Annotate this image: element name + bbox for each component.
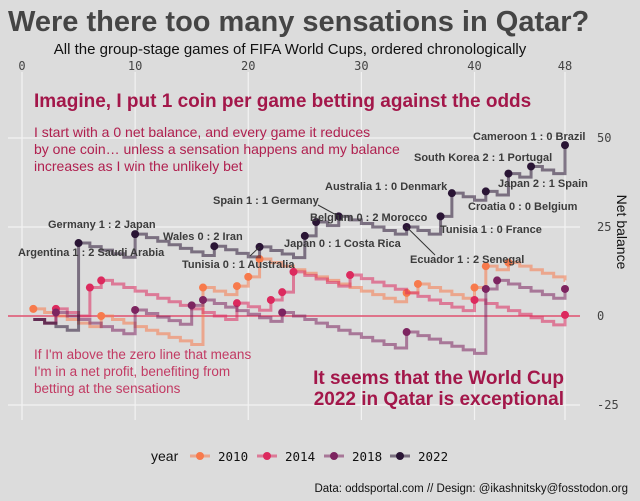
series-2018 — [33, 276, 569, 355]
sensation-point — [481, 187, 490, 196]
sensation-point — [447, 189, 456, 198]
sensation-point — [74, 239, 83, 248]
sensation-point — [481, 262, 490, 271]
sensation-point — [199, 295, 207, 304]
x-tick-label: 10 — [128, 59, 142, 73]
series-group — [29, 141, 569, 355]
annotation-leader — [249, 246, 260, 257]
sensation-point — [561, 284, 569, 293]
legend-label-2014: 2014 — [285, 449, 315, 464]
zero-note-line-3: betting at the sensations — [34, 381, 181, 396]
sensation-point — [561, 141, 569, 150]
sensation-point — [278, 308, 287, 317]
legend-dot — [196, 452, 204, 460]
sensation-point — [470, 295, 479, 304]
y-tick-label: 25 — [597, 220, 611, 234]
game-annotation: Wales 0 : 2 Iran — [163, 231, 243, 243]
game-annotation: Australia 1 : 0 Denmark — [325, 181, 448, 193]
sensation-point — [97, 312, 106, 320]
sensation-point — [97, 276, 106, 285]
sensation-point — [527, 162, 536, 171]
sensation-point — [85, 283, 94, 292]
series-line-2018 — [33, 278, 567, 355]
intro-line-1: I start with a 0 net balance, and every … — [34, 124, 370, 140]
legend-dot — [263, 452, 271, 460]
y-axis: 50 25 0 -25 — [597, 131, 619, 412]
sensation-point — [312, 218, 321, 227]
game-annotation: Spain 1 : 1 Germany — [213, 195, 320, 207]
sensation-point — [436, 212, 445, 221]
game-annotation: Tunisia 1 : 0 France — [440, 224, 542, 236]
annotation-leader — [406, 226, 436, 256]
sensation-point — [402, 328, 411, 337]
x-tick-label: 40 — [467, 59, 481, 73]
game-annotation: Ecuador 1 : 2 Senegal — [410, 254, 524, 266]
game-annotation: Croatia 0 : 0 Belgium — [468, 201, 578, 213]
game-annotation: Cameroon 1 : 0 Brazil — [473, 131, 585, 143]
legend-title: year — [151, 448, 179, 464]
series-line-2022 — [33, 143, 567, 332]
sensation-point — [232, 299, 241, 308]
zero-note-line-2: I'm in a net profit, benefiting from — [34, 364, 230, 379]
sensation-point — [266, 295, 275, 304]
game-annotation: Tunisia 0 : 1 Australia — [182, 259, 295, 271]
chart-subtitle: All the group-stage games of FIFA World … — [54, 41, 527, 58]
sensation-point — [346, 271, 355, 280]
game-annotation: Japan 2 : 1 Spain — [498, 178, 588, 190]
legend-dot — [330, 452, 338, 460]
game-annotation: Japan 0 : 1 Costa Rica — [284, 238, 402, 250]
caption: Data: oddsportal.com // Design: @ikashni… — [314, 483, 628, 495]
sensation-point — [232, 282, 241, 291]
x-tick-label: 20 — [241, 59, 255, 73]
chart-title: Were there too many sensations in Qatar? — [8, 6, 589, 38]
intro-line-2: by one coin… unless a sensation happens … — [34, 141, 400, 157]
sensation-point — [470, 283, 479, 292]
x-tick-label: 0 — [18, 59, 25, 73]
legend: year 2010 2014 2018 2022 — [151, 448, 448, 464]
legend-dot — [396, 452, 404, 460]
y-tick-label: -25 — [597, 398, 619, 412]
sensation-point — [131, 305, 140, 314]
game-annotation: Argentina 1 : 2 Saudi Arabia — [18, 247, 165, 259]
annotation-leader — [317, 204, 339, 217]
intro-line-3: increases as I win the unlikely bet — [34, 158, 243, 174]
game-annotation: South Korea 2 : 1 Portugal — [414, 152, 552, 164]
game-annotation: Germany 1 : 2 Japan — [48, 219, 156, 231]
sensation-point — [51, 308, 60, 317]
y-axis-label: Net balance — [614, 195, 630, 270]
conclusion-line-1: It seems that the World Cup — [313, 368, 564, 389]
sensation-point — [131, 230, 140, 239]
annotations: Argentina 1 : 2 Saudi Arabia Germany 1 : … — [18, 131, 588, 271]
game-annotation: Belgium 0 : 2 Morocco — [310, 212, 428, 224]
sensation-point — [504, 169, 513, 178]
sensation-point — [29, 304, 38, 313]
zero-note-line-1: If I'm above the zero line that means — [34, 347, 251, 362]
sensation-point — [300, 231, 309, 240]
legend-label-2022: 2022 — [418, 449, 448, 464]
sensation-point — [504, 258, 513, 267]
x-axis: 0 10 20 30 40 48 — [18, 59, 572, 73]
x-tick-label: 48 — [558, 59, 572, 73]
x-tick-label: 30 — [354, 59, 368, 73]
sensation-point — [493, 276, 502, 285]
sensation-point — [561, 310, 569, 319]
sensation-point — [199, 283, 207, 292]
sensation-point — [289, 267, 298, 276]
sensation-point — [187, 301, 196, 310]
grid — [8, 72, 580, 420]
sensation-point — [244, 272, 253, 281]
sensation-point — [413, 279, 422, 288]
sensation-point — [210, 242, 219, 251]
sensation-point — [278, 288, 287, 297]
sensation-point — [481, 284, 490, 293]
legend-label-2018: 2018 — [352, 449, 382, 464]
conclusion-line-2: 2022 in Qatar is exceptional — [314, 389, 564, 410]
legend-label-2010: 2010 — [218, 449, 248, 464]
heading-annotation: Imagine, I put 1 coin per game betting a… — [34, 91, 531, 112]
y-tick-label: 0 — [597, 309, 604, 323]
y-tick-label: 50 — [597, 131, 611, 145]
